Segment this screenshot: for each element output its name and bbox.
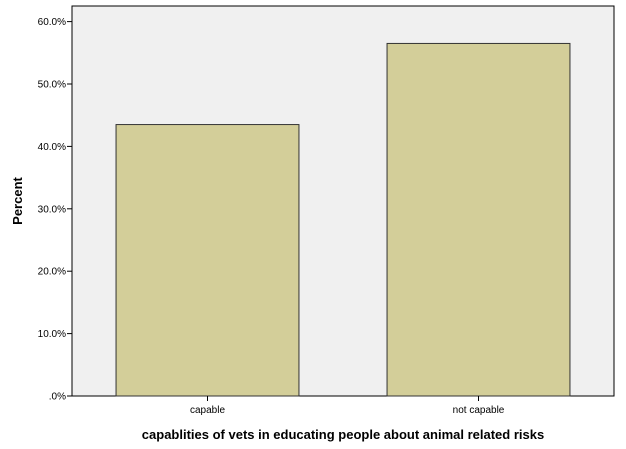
y-tick-label: 10.0% [38,329,66,340]
x-tick-label: capable [190,405,225,416]
bars [115,42,571,397]
y-tick-label: 50.0% [38,80,66,91]
bar-not-capable [386,42,571,397]
y-axis-title: Percent [10,176,25,224]
y-tick-label: 20.0% [38,267,66,278]
x-axis: capable not capable [190,396,505,416]
y-tick-label: 60.0% [38,17,66,28]
y-axis: .0% 10.0% 20.0% 30.0% 40.0% 50.0% 60.0% [38,17,72,403]
y-tick-label: 30.0% [38,204,66,215]
x-axis-title: capablities of vets in educating people … [142,427,544,442]
x-tick-label: not capable [453,405,505,416]
bar-capable [115,124,300,397]
y-tick-label: 40.0% [38,142,66,153]
y-tick-label: .0% [49,392,66,403]
